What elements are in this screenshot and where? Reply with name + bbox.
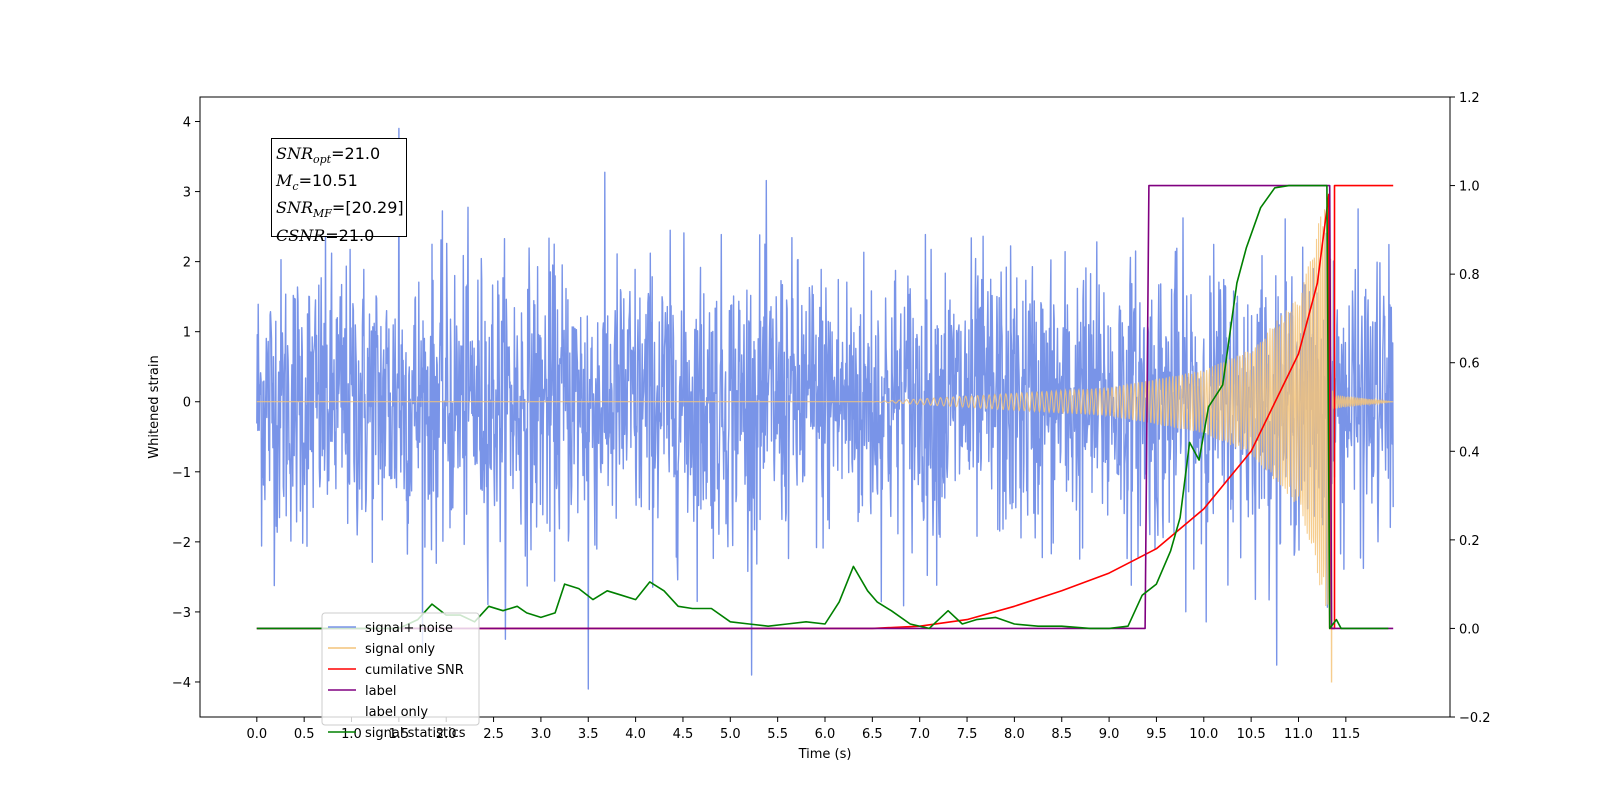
- legend-label: label only: [365, 705, 428, 720]
- x-tick-label: 2.5: [483, 727, 504, 742]
- snr-opt-annotation: SNRopt=21.0: [276, 144, 381, 167]
- y-axis-label: Whitened strain: [147, 355, 162, 458]
- x-tick-label: 11.5: [1331, 727, 1360, 742]
- series-layer: [256, 127, 1394, 690]
- y-right-tick-label: 0.8: [1459, 268, 1480, 283]
- x-tick-label: 5.5: [767, 727, 788, 742]
- y-left-tick-label: 0: [183, 396, 191, 411]
- x-tick-label: 3.5: [578, 727, 599, 742]
- legend-label: label: [365, 684, 396, 699]
- x-tick-label: 7.5: [957, 727, 978, 742]
- x-tick-label: 10.5: [1237, 727, 1266, 742]
- y-right-tick-label: −0.2: [1459, 711, 1491, 726]
- legend: signal+ noise signal only cumilative SNR la…: [321, 612, 480, 741]
- y-axis-right: 1.2 1.0 0.8 0.6 0.4 0.2 0.0 −0.2: [1450, 91, 1491, 726]
- y-right-tick-label: 1.0: [1459, 180, 1480, 195]
- annotation-box: SNRopt=21.0 Mc=10.51 SNRMF=[20.29] CSNR=…: [271, 138, 407, 245]
- legend-label: signal only: [365, 642, 435, 657]
- x-tick-label: 1.5: [389, 727, 410, 742]
- csnr-annotation: CSNR=21.0: [276, 225, 375, 245]
- y-left-tick-label: −4: [172, 676, 191, 691]
- x-tick-label: 6.5: [862, 727, 883, 742]
- x-tick-label: 5.0: [720, 727, 741, 742]
- x-tick-label: 4.5: [673, 727, 694, 742]
- y-left-tick-label: 2: [183, 256, 191, 271]
- chirp-mass-annotation: Mc=10.51: [276, 171, 358, 194]
- x-tick-label: 4.0: [625, 727, 646, 742]
- legend-frame: [321, 612, 480, 726]
- series-signal-only: [256, 192, 1394, 683]
- y-right-tick-label: 0.4: [1459, 445, 1480, 460]
- x-tick-label: 10.0: [1189, 727, 1218, 742]
- x-axis-label: Time (s): [798, 747, 852, 762]
- series-signal-statistics: [256, 184, 1389, 630]
- x-tick-label: 6.0: [815, 727, 836, 742]
- x-tick-label: 7.0: [909, 727, 930, 742]
- x-tick-label: 11.0: [1284, 727, 1313, 742]
- x-tick-label: 8.5: [1051, 727, 1072, 742]
- legend-label: signal+ noise: [365, 621, 453, 636]
- legend-label: cumilative SNR: [365, 663, 464, 678]
- x-tick-label: 3.0: [531, 727, 552, 742]
- legend-label: signal statistics: [365, 726, 466, 741]
- snr-mf-annotation: SNRMF=[20.29]: [276, 198, 404, 221]
- y-left-tick-label: −2: [172, 536, 191, 551]
- x-tick-label: 2.0: [436, 727, 457, 742]
- y-right-tick-label: 1.2: [1459, 91, 1480, 106]
- x-tick-label: 8.0: [1004, 727, 1025, 742]
- y-left-tick-label: −3: [172, 606, 191, 621]
- y-axis-left: 4 3 2 1 0 −1 −2 −3 −4: [172, 116, 200, 691]
- y-left-tick-label: −1: [172, 466, 191, 481]
- y-right-tick-label: 0.0: [1459, 622, 1480, 637]
- x-tick-label: 9.0: [1099, 727, 1120, 742]
- x-tick-label: 0.0: [246, 727, 267, 742]
- x-tick-label: 0.5: [294, 727, 315, 742]
- y-right-tick-label: 0.2: [1459, 534, 1480, 549]
- y-left-tick-label: 3: [183, 186, 191, 201]
- y-left-tick-label: 1: [183, 326, 191, 341]
- series-signal-noise: [256, 127, 1394, 690]
- y-right-tick-label: 0.6: [1459, 357, 1480, 372]
- x-tick-label: 9.5: [1146, 727, 1167, 742]
- x-tick-label: 1.0: [341, 727, 362, 742]
- x-axis: 0.0 0.5 1.0 1.5 2.0 2.5 3.0 3.5 4.0 4.5 5.0 5.5 6.0 6…: [246, 717, 1360, 742]
- y-left-tick-label: 4: [183, 116, 191, 131]
